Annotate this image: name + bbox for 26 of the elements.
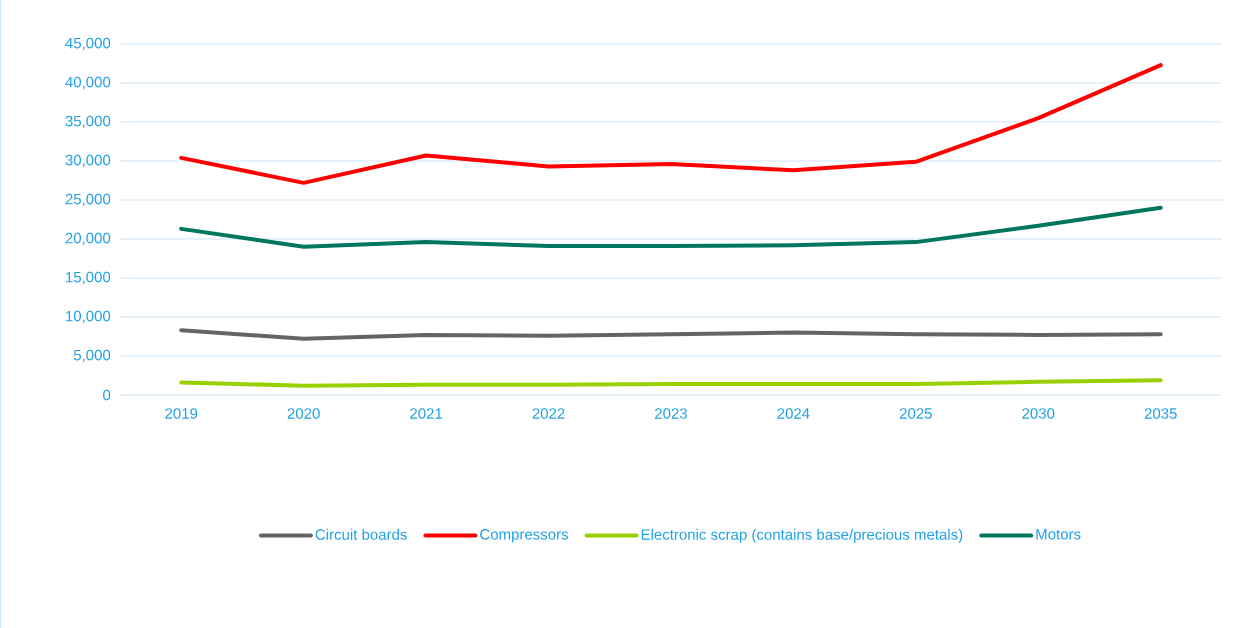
x-tick-label: 2021 [410, 408, 443, 419]
y-tick-label: 25,000 [65, 193, 111, 207]
y-tick-label: 0 [103, 389, 111, 401]
y-tick-label: 35,000 [65, 115, 111, 129]
legend-label: Circuit boards [315, 528, 407, 540]
x-tick-label: 2023 [655, 408, 687, 419]
legend-label: Electronic scrap (contains base/precious metals) [641, 528, 963, 543]
x-tick-label: 2024 [777, 408, 810, 419]
legend-label: Compressors [480, 529, 569, 543]
line-series [179, 63, 1163, 185]
y-tick-label: 15,000 [66, 271, 111, 285]
x-tick-label: 2020 [287, 408, 320, 419]
x-tick-label: 2030 [1022, 408, 1055, 419]
line-series [179, 205, 1163, 249]
x-tick-label: 2019 [165, 408, 198, 419]
x-tick-label: 2035 [1144, 408, 1177, 419]
y-tick-label: 45,000 [65, 37, 111, 51]
x-tick-label: 2022 [532, 408, 565, 419]
x-tick-label: 2025 [899, 408, 932, 419]
y-tick-label: 30,000 [65, 154, 111, 168]
y-tick-label: 40,000 [65, 76, 111, 90]
legend-label: Motors [1036, 529, 1081, 540]
y-tick-label: 5,000 [73, 349, 111, 363]
line-series [179, 328, 1163, 341]
y-tick-label: 20,000 [65, 232, 111, 246]
y-tick-label: 10,000 [66, 310, 111, 324]
